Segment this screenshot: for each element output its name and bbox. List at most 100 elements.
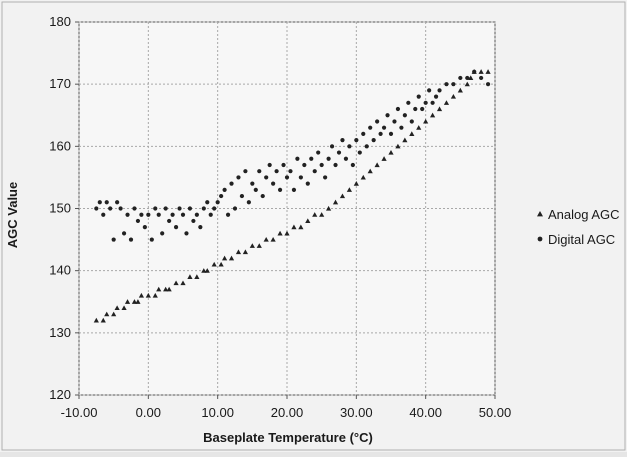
analog-agc-point [346,187,352,192]
digital-agc-point [250,181,255,186]
analog-agc-point [187,274,193,279]
analog-agc-point [353,181,359,186]
analog-agc-point [485,69,491,74]
digital-agc-point [402,113,407,118]
digital-agc-point [215,200,220,205]
digital-agc-point [427,88,432,93]
digital-agc-point [371,138,376,143]
analog-agc-point [319,212,325,217]
x-axis-label: Baseplate Temperature (°C) [203,430,373,445]
digital-agc-point [357,150,362,155]
digital-agc-point [323,175,328,180]
digital-agc-point [271,181,276,186]
analog-agc-point [284,230,290,236]
digital-agc-point [125,212,130,217]
analog-agc-point [256,243,262,248]
analog-agc-point [367,168,373,174]
analog-agc-point [249,243,255,248]
digital-agc-point [187,206,193,211]
digital-agc-point [392,119,397,124]
digital-agc-point [243,169,248,174]
digital-agc-point [288,169,293,174]
digital-agc-point [361,131,366,136]
analog-agc-point [305,218,311,224]
digital-agc-point [132,206,137,211]
analog-agc-point [228,255,235,261]
digital-agc-point [406,100,411,105]
analog-agc-point [138,292,144,298]
analog-agc-point [423,118,429,124]
digital-agc-point [94,206,99,211]
legend-digital-marker [537,236,543,242]
data-points [93,69,491,323]
digital-agc-point [305,181,310,186]
digital-agc-point [465,75,470,81]
digital-agc-point [139,212,144,217]
y-axis-ticks: 120 130 140 150 160 170 180 [49,14,79,402]
x-tick-label: 0.00 [136,405,161,420]
digital-agc-point [388,131,394,136]
analog-agc-point [242,249,248,255]
analog-agc-point [339,193,346,199]
digital-agc-point [350,162,355,168]
x-tick-label: -10.00 [61,405,98,420]
analog-agc-point [464,81,470,87]
digital-agc-point [316,150,321,155]
analog-agc-point [381,156,387,161]
analog-agc-point [121,305,127,311]
digital-agc-point [395,106,401,112]
analog-agc-point [131,299,138,304]
y-tick-label: 120 [49,387,71,402]
digital-agc-point [340,138,345,143]
digital-agc-point [149,237,154,242]
digital-agc-point [319,162,324,168]
analog-agc-point [218,261,224,267]
analog-agc-point [124,299,131,304]
digital-agc-point [97,200,102,205]
digital-agc-point [347,144,352,149]
digital-agc-point [239,193,245,199]
digital-agc-point [115,200,120,205]
digital-agc-point [333,162,338,168]
digital-agc-point [219,193,224,199]
analog-agc-point [270,236,276,242]
digital-agc-point [101,212,106,217]
digital-agc-point [121,231,127,236]
analog-agc-point [430,112,436,118]
analog-agc-point [222,255,228,261]
digital-agc-point [194,212,199,217]
y-tick-label: 180 [49,14,71,29]
analog-agc-point [180,280,186,286]
analog-agc-point [402,137,408,143]
digital-agc-point [298,175,303,180]
digital-agc-point [399,125,404,130]
analog-agc-point [457,87,463,93]
digital-agc-point [444,82,449,87]
digital-agc-point [180,212,186,217]
digital-agc-point [416,94,421,99]
digital-agc-point [354,138,359,143]
x-axis-ticks: -10.00 0.00 10.00 20.00 30.00 40.00 50.00 [61,395,511,420]
analog-agc-point [409,131,415,136]
analog-agc-point [135,299,141,304]
digital-agc-point [146,212,151,217]
digital-agc-point [375,119,380,124]
y-tick-label: 170 [49,76,71,91]
digital-agc-point [485,82,491,87]
digital-agc-point [232,206,238,211]
digital-agc-point [163,206,168,211]
x-tick-label: 30.00 [340,405,373,420]
digital-agc-point [198,225,203,230]
digital-agc-point [173,225,179,230]
digital-agc-point [104,200,109,205]
analog-agc-point [152,292,158,298]
digital-agc-point [253,187,258,192]
analog-agc-point [277,230,283,236]
analog-agc-point [388,149,394,155]
legend-label: Analog AGC [548,207,620,222]
analog-agc-point [173,280,179,286]
digital-agc-point [378,131,383,136]
digital-agc-point [326,156,331,161]
analog-agc-point [163,286,169,292]
